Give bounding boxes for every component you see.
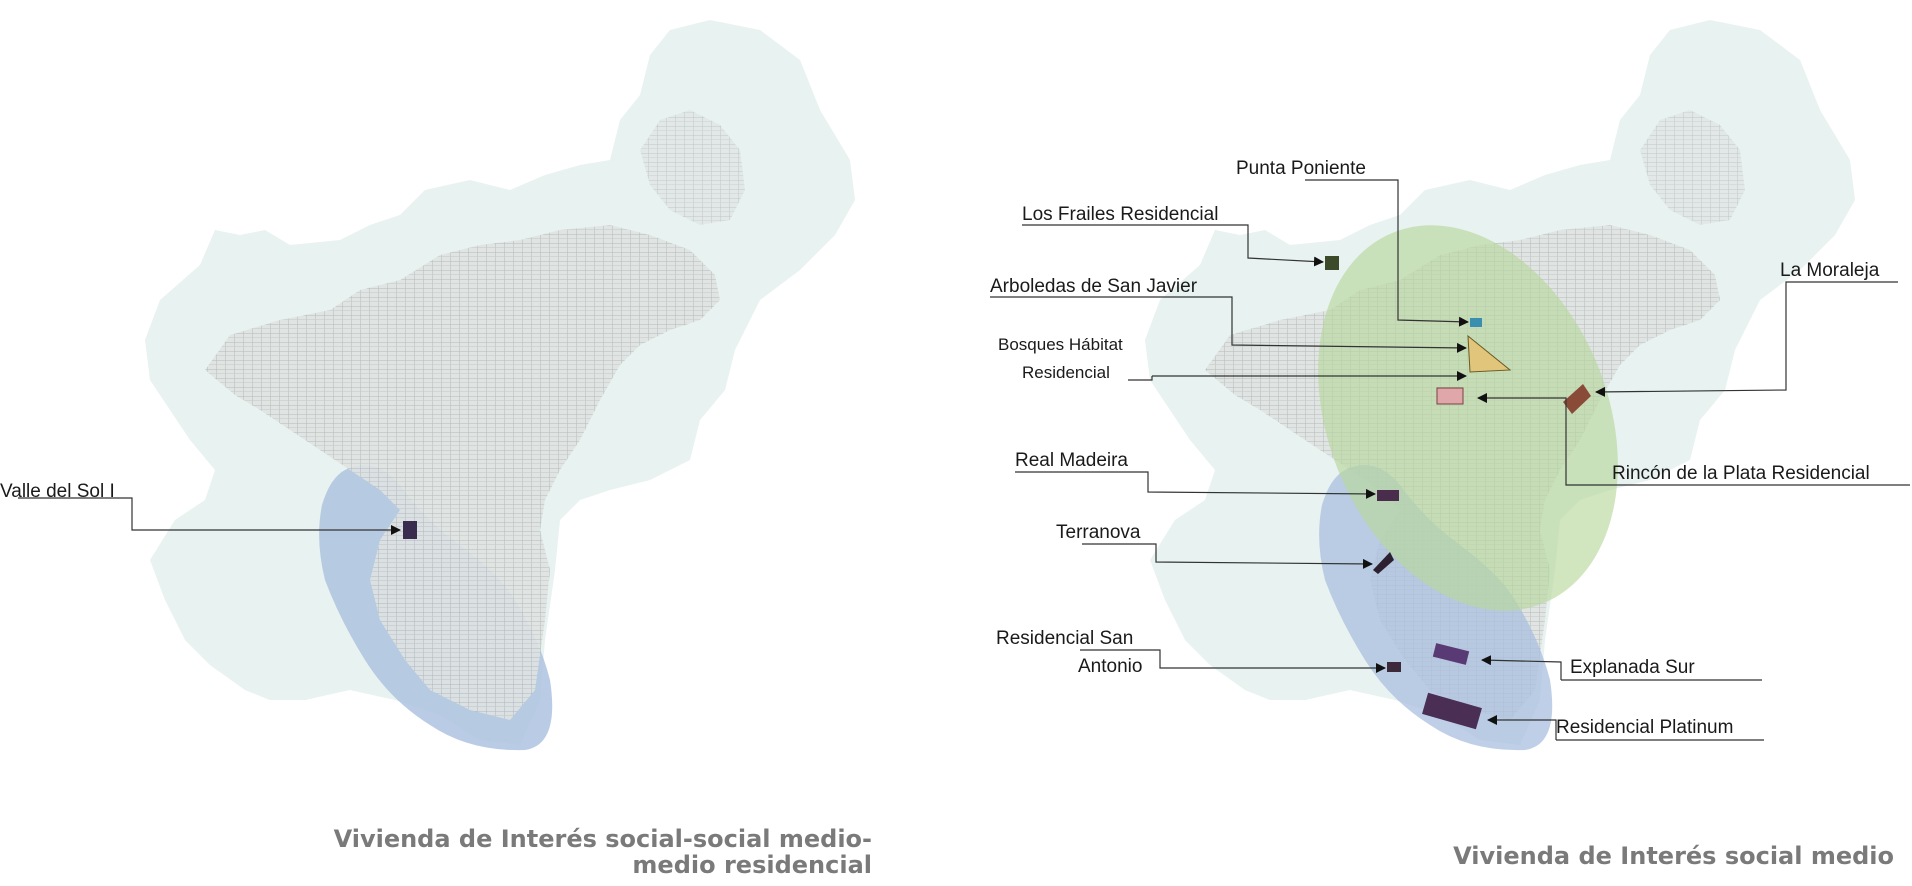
caption-left-line1: Vivienda de Interés social-social medio- [333,825,872,853]
caption-left-line2: medio residencial [632,851,872,879]
urban-fabric-northeast-right [1640,110,1745,225]
parcel-residencial-san-antonio [1387,662,1401,672]
leader-line-real-madeira [1015,471,1376,499]
label-terranova: Terranova [1056,522,1141,543]
leader-line-la-moraleja [1595,281,1898,397]
parcel-terranova [1373,552,1394,574]
label-residencial-san-line2: Antonio [1078,656,1142,677]
green-zone-right [1318,225,1618,611]
label-bosques-habitat-line2: Residencial [1022,363,1110,382]
parcel-arboledas [1467,334,1512,373]
parcel-bosques-habitat [1436,387,1464,405]
label-bosques-habitat-line1: Bosques Hábitat [998,335,1123,354]
leader-line-bosques-habitat-2 [1128,376,1153,381]
leader-line-explanada-sur [1481,655,1562,680]
label-explanada-sur: Explanada Sur [1570,657,1695,678]
urban-fabric-northeast-left [640,110,745,225]
urban-fabric-left [205,225,720,720]
label-residencial-san-line1: Residencial San [996,628,1133,649]
parcel-los-frailes [1325,256,1339,270]
leader-line-terranova [1082,543,1373,569]
caption-right: Vivienda de Interés social medio [1194,843,1894,869]
label-los-frailes: Los Frailes Residencial [1022,204,1218,225]
parcel-punta-poniente [1470,318,1482,327]
leader-line-arboledas [990,296,1467,353]
parcel-explanada-sur [1432,643,1470,665]
parcel-real-madeira [1377,490,1399,501]
leader-line-punta-poniente [1305,179,1469,327]
label-real-madeira: Real Madeira [1015,450,1128,471]
label-arboledas: Arboledas de San Javier [990,276,1198,297]
caption-right-line1: Vivienda de Interés social medio [1453,842,1894,870]
leader-line-los-frailes [1022,224,1324,267]
leader-line-residencial-platinum [1487,715,1557,740]
label-residencial-platinum: Residencial Platinum [1556,717,1733,738]
leader-line-san-antonio [1080,649,1386,673]
parcel-residencial-platinum [1422,692,1482,730]
leader-line-rincon-de-la-plata [1477,393,1910,486]
label-la-moraleja: La Moraleja [1780,260,1880,281]
caption-left: Vivienda de Interés social-social medio-… [272,826,872,878]
label-valle-del-sol: Valle del Sol I [0,481,115,502]
left-map-panel: Valle del Sol I [0,20,855,751]
label-rincon-de-la-plata: Rincón de la Plata Residencial [1612,463,1870,484]
leader-line-valle-del-sol [18,497,401,535]
parcel-la-moraleja [1563,384,1591,414]
label-punta-poniente: Punta Poniente [1236,158,1366,179]
project-parcel-valle-del-sol [403,521,417,539]
right-map-panel: Punta Poniente Los Frailes Residencial A… [990,20,1910,751]
